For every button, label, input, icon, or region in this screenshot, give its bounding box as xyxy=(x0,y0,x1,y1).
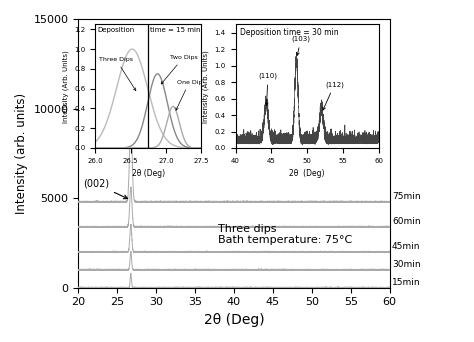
Text: 30min: 30min xyxy=(392,260,420,269)
X-axis label: 2θ (Deg): 2θ (Deg) xyxy=(204,313,264,327)
Y-axis label: Intensity (arb. units): Intensity (arb. units) xyxy=(15,93,28,214)
Text: 45min: 45min xyxy=(392,242,420,251)
Text: Bath temperature: 75°C: Bath temperature: 75°C xyxy=(219,235,353,245)
Text: (002): (002) xyxy=(83,179,128,199)
Text: Three dips: Three dips xyxy=(219,224,277,234)
Text: 15min: 15min xyxy=(392,278,420,287)
Text: 60min: 60min xyxy=(392,217,420,226)
Text: 75min: 75min xyxy=(392,192,420,201)
